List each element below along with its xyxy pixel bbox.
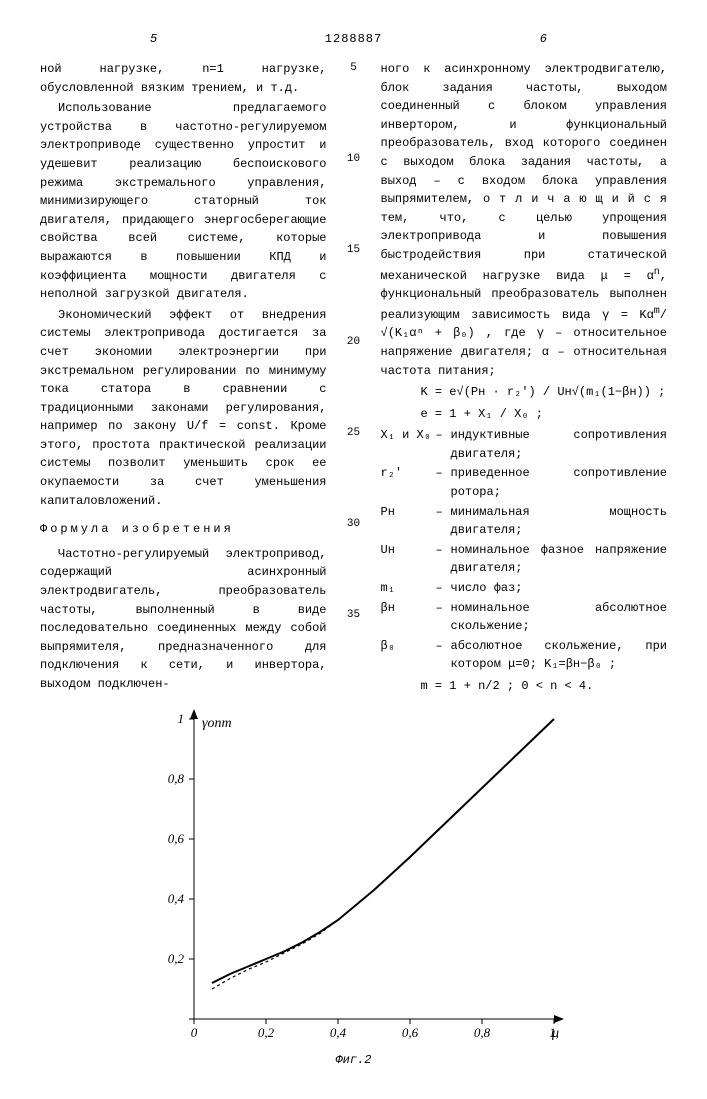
svg-text:0,8: 0,8 [473,1025,490,1040]
definition-symbol: β₀ [381,637,436,674]
definition-symbol: Pн [381,503,436,540]
svg-text:0,6: 0,6 [401,1025,418,1040]
line-marker: 5 [345,60,363,151]
gamma-mu-chart: 00,20,40,60,81,0,20,40,60,81μγопт [144,709,564,1049]
svg-text:γопт: γопт [202,716,232,731]
left-column: ной нагрузке, n=1 нагрузке, обусловленно… [40,60,327,699]
definition-text: номинальное абсолютное скольжение; [451,599,668,636]
svg-text:1: 1 [177,711,184,726]
definition-row: Pн–минимальная мощность двигателя; [381,503,668,540]
definition-row: X₁ и X₀–индуктивные сопротивления двигат… [381,426,668,463]
definition-symbol: X₁ и X₀ [381,426,436,463]
svg-text:0,6: 0,6 [167,831,184,846]
definition-row: r₂′–приведенное сопротивление ротора; [381,464,668,501]
definition-symbol: r₂′ [381,464,436,501]
line-marker: 35 [345,607,363,698]
left-p4: Частотно-регулируемый электропривод, сод… [40,545,327,694]
page-number-left: 5 [150,30,157,49]
line-marker: 30 [345,516,363,607]
svg-text:0,4: 0,4 [329,1025,346,1040]
equation-m: m = 1 + n/2 ; 0 < n < 4. [421,677,668,696]
definition-text: индуктивные сопротивления двигателя; [451,426,668,463]
right-p1: ного к асинхронному электродвигателю, бл… [381,60,668,380]
chart-caption: Фиг.2 [144,1051,564,1070]
line-marker: 20 [345,334,363,425]
definition-symbol: Uн [381,541,436,578]
svg-text:0: 0 [190,1025,197,1040]
definition-row: m₁–число фаз; [381,579,668,598]
equation-e: e = 1 + X₁ / X₀ ; [421,405,668,424]
svg-text:0,8: 0,8 [167,771,184,786]
svg-text:0,4: 0,4 [167,891,184,906]
definition-row: βн–номинальное абсолютное скольжение; [381,599,668,636]
text-columns: ной нагрузке, n=1 нагрузке, обусловленно… [40,60,667,699]
svg-text:0,2: 0,2 [257,1025,274,1040]
right-column: ного к асинхронному электродвигателю, бл… [381,60,668,699]
definition-symbol: βн [381,599,436,636]
definition-text: приведенное сопротивление ротора; [451,464,668,501]
definition-text: номинальное фазное напряжение двигателя; [451,541,668,578]
definition-row: β₀–абсолютное скольжение, при котором μ=… [381,637,668,674]
chart-container: 00,20,40,60,81,0,20,40,60,81μγопт Фиг.2 [144,709,564,1070]
left-p2: Использование предлагаемого устройства в… [40,99,327,304]
page-number-right: 6 [540,30,547,49]
definition-text: абсолютное скольжение, при котором μ=0; … [451,637,668,674]
left-p1: ной нагрузке, n=1 нагрузке, обусловленно… [40,60,327,97]
definition-text: минимальная мощность двигателя; [451,503,668,540]
formula-title: Формула изобретения [40,520,327,539]
line-marker: 25 [345,425,363,516]
svg-text:μ: μ [551,1026,559,1041]
left-p3: Экономический эффект от внедрения систем… [40,306,327,511]
line-marker: 15 [345,242,363,333]
equation-K: K = e√(Pн · r₂′) / Uн√(m₁(1−βн)) ; [421,383,668,402]
definition-text: число фаз; [451,579,668,598]
svg-text:0,2: 0,2 [167,951,184,966]
line-numbers: 5101520253035 [345,60,363,699]
line-marker: 10 [345,151,363,242]
definition-row: Uн–номинальное фазное напряжение двигате… [381,541,668,578]
definition-list: X₁ и X₀–индуктивные сопротивления двигат… [381,426,668,674]
document-number: 1288887 [325,30,382,49]
definition-symbol: m₁ [381,579,436,598]
